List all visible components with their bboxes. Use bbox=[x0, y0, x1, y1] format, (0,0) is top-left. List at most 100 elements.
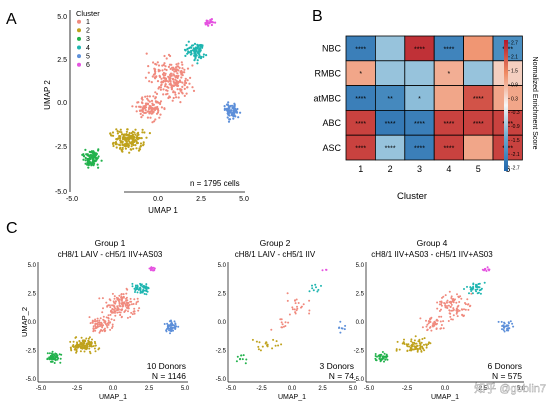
cell-dot-cluster-1 bbox=[156, 80, 160, 83]
cell-dot-cluster-4 bbox=[190, 44, 194, 47]
colorbar-tick: -0.9 bbox=[511, 124, 520, 130]
cell-dot-cluster-1 bbox=[107, 323, 110, 326]
cell-dot-cluster-1 bbox=[171, 99, 174, 102]
cell-dot-cluster-1 bbox=[165, 57, 168, 60]
cell-dot-cluster-1 bbox=[121, 301, 124, 304]
cell-dot-cluster-4 bbox=[139, 283, 142, 286]
cell-dot-cluster-2 bbox=[420, 341, 423, 344]
group-title: Group 2 bbox=[260, 238, 291, 248]
cell-dot-cluster-2 bbox=[75, 350, 78, 353]
cell-dot-cluster-2 bbox=[425, 346, 428, 349]
cell-dot-cluster-3 bbox=[48, 358, 51, 361]
cell-dot-cluster-1 bbox=[105, 316, 108, 319]
cell-dot-cluster-1 bbox=[440, 304, 443, 307]
cell-dot-cluster-1 bbox=[122, 305, 124, 308]
cell-dot-cluster-1 bbox=[112, 311, 115, 314]
cell-dot-cluster-1 bbox=[444, 294, 447, 297]
x-tick: -5.0 bbox=[364, 386, 375, 392]
cell-dot-cluster-2 bbox=[92, 345, 95, 348]
cell-dot-cluster-2 bbox=[258, 341, 261, 344]
significance-mark: **** bbox=[414, 121, 425, 128]
cell-dot-cluster-1 bbox=[463, 314, 465, 317]
cell-dot-cluster-1 bbox=[447, 304, 450, 307]
cell-dot-cluster-3 bbox=[92, 155, 95, 158]
cell-dot-cluster-1 bbox=[300, 305, 303, 308]
cell-dot-cluster-1 bbox=[287, 321, 290, 324]
y-tick: 2.5 bbox=[28, 292, 37, 298]
cell-dot-cluster-2 bbox=[421, 338, 424, 340]
cell-dot-cluster-1 bbox=[154, 91, 157, 94]
cell-dot-cluster-2 bbox=[83, 339, 86, 342]
cell-dot-cluster-2 bbox=[257, 345, 260, 348]
cell-dot-cluster-4 bbox=[131, 282, 134, 285]
cell-dot-cluster-4 bbox=[197, 44, 200, 48]
cell-dot-cluster-2 bbox=[76, 341, 78, 344]
cell-dot-cluster-1 bbox=[176, 72, 179, 75]
cell-dot-cluster-1 bbox=[102, 318, 105, 321]
cell-dot-cluster-1 bbox=[114, 307, 117, 310]
cell-dot-cluster-1 bbox=[99, 324, 102, 327]
y-tick: -2.5 bbox=[55, 144, 67, 151]
cell-dot-cluster-1 bbox=[446, 299, 449, 302]
cell-dot-cluster-3 bbox=[86, 158, 89, 161]
y-tick: 0.0 bbox=[57, 100, 67, 107]
cell-dot-cluster-5 bbox=[497, 320, 500, 323]
x-tick: 2.5 bbox=[196, 196, 206, 203]
cell-dot-cluster-2 bbox=[425, 344, 428, 347]
heatmap-cell bbox=[345, 134, 376, 161]
panel-c-umaps: UMAP_2 Group 1 cH8/1 LAIV - cH5/1 IIV+AS0… bbox=[20, 238, 526, 401]
cell-dot-cluster-3 bbox=[51, 360, 54, 363]
cell-dot-cluster-1 bbox=[162, 88, 165, 91]
cell-dot-cluster-1 bbox=[170, 72, 173, 75]
cell-dot-cluster-1 bbox=[114, 314, 117, 317]
cell-dot-cluster-2 bbox=[135, 140, 138, 143]
cell-dot-cluster-2 bbox=[398, 348, 401, 351]
cell-dot-cluster-2 bbox=[119, 146, 122, 149]
cell-dot-cluster-2 bbox=[88, 350, 91, 353]
cell-dot-cluster-4 bbox=[196, 59, 199, 62]
cell-dot-cluster-1 bbox=[174, 82, 177, 85]
cell-dot-cluster-1 bbox=[116, 308, 119, 311]
cell-dot-cluster-5 bbox=[339, 320, 342, 323]
cell-dot-cluster-1 bbox=[144, 76, 147, 79]
cell-dot-cluster-4 bbox=[205, 54, 208, 57]
heatmap-cell bbox=[404, 35, 435, 62]
heatmap-column-label: 1 bbox=[358, 164, 363, 174]
cell-dot-cluster-4 bbox=[136, 287, 139, 290]
cell-dot-cluster-4 bbox=[142, 286, 145, 289]
y-tick: 0.0 bbox=[356, 320, 365, 326]
legend-label-5: 5 bbox=[86, 53, 90, 60]
cell-dot-cluster-5 bbox=[239, 111, 242, 114]
cell-dot-cluster-1 bbox=[122, 295, 125, 298]
cell-dot-cluster-2 bbox=[116, 130, 119, 133]
cell-dot-cluster-5 bbox=[171, 329, 174, 332]
cell-dot-cluster-3 bbox=[82, 158, 85, 161]
cell-dot-cluster-3 bbox=[53, 362, 56, 364]
cell-dot-cluster-1 bbox=[470, 292, 473, 295]
cell-dot-cluster-4 bbox=[479, 292, 482, 295]
cell-dot-cluster-4 bbox=[184, 54, 187, 58]
cell-dot-cluster-5 bbox=[174, 328, 177, 330]
cell-dot-cluster-2 bbox=[406, 345, 409, 348]
cell-dot-cluster-1 bbox=[450, 295, 453, 298]
cell-dot-cluster-1 bbox=[99, 317, 102, 320]
cell-dot-cluster-1 bbox=[308, 299, 311, 302]
cell-dot-cluster-1 bbox=[426, 328, 429, 331]
cell-dot-cluster-1 bbox=[150, 81, 153, 84]
x-tick: -5.0 bbox=[226, 386, 237, 392]
cell-dot-cluster-2 bbox=[408, 345, 411, 348]
legend-label-2: 2 bbox=[86, 28, 90, 35]
heatmap-column-label: 3 bbox=[417, 164, 422, 174]
cell-dot-cluster-1 bbox=[114, 310, 117, 313]
cell-dot-cluster-1 bbox=[141, 114, 144, 117]
cell-dot-cluster-5 bbox=[233, 112, 236, 115]
cell-dot-cluster-1 bbox=[452, 314, 455, 317]
x-tick: 5.0 bbox=[181, 386, 190, 392]
cell-dot-cluster-2 bbox=[135, 142, 139, 145]
cell-dot-cluster-1 bbox=[183, 71, 186, 74]
cell-dot-cluster-2 bbox=[259, 349, 262, 352]
cell-dot-cluster-5 bbox=[502, 329, 505, 331]
cell-dot-cluster-1 bbox=[168, 79, 171, 82]
cell-dot-cluster-1 bbox=[113, 297, 116, 300]
cell-dot-cluster-5 bbox=[174, 323, 177, 326]
